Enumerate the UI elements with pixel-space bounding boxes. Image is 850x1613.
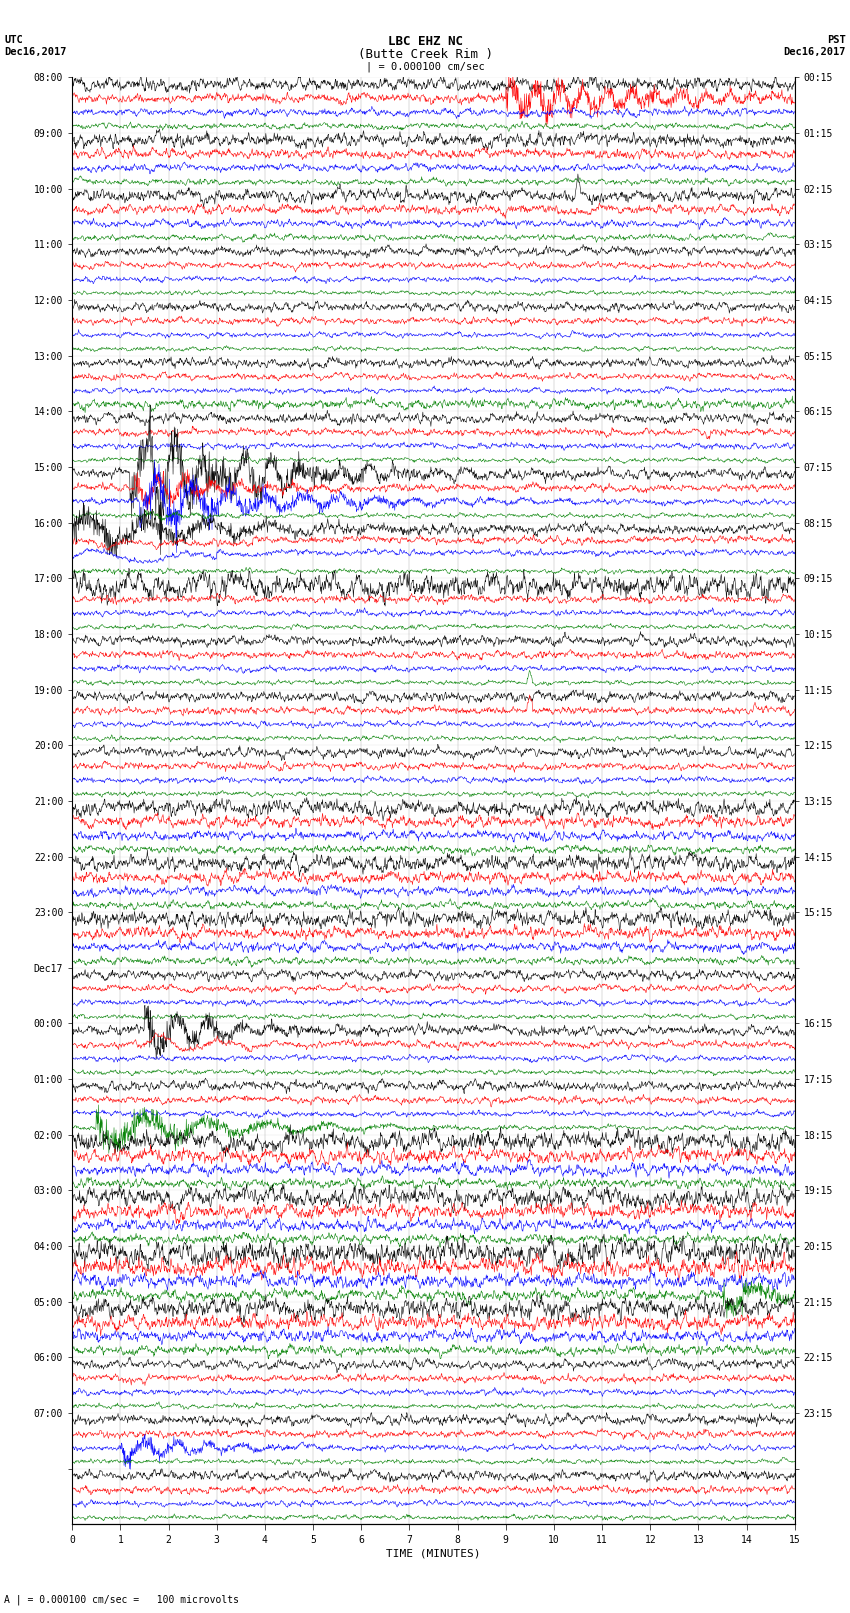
Text: Dec16,2017: Dec16,2017 xyxy=(4,47,67,56)
Text: | = 0.000100 cm/sec: | = 0.000100 cm/sec xyxy=(366,61,484,73)
Text: PST: PST xyxy=(827,35,846,45)
Text: (Butte Creek Rim ): (Butte Creek Rim ) xyxy=(358,48,492,61)
X-axis label: TIME (MINUTES): TIME (MINUTES) xyxy=(386,1548,481,1558)
Text: Dec16,2017: Dec16,2017 xyxy=(783,47,846,56)
Text: UTC: UTC xyxy=(4,35,23,45)
Text: A | = 0.000100 cm/sec =   100 microvolts: A | = 0.000100 cm/sec = 100 microvolts xyxy=(4,1594,239,1605)
Text: LBC EHZ NC: LBC EHZ NC xyxy=(388,35,462,48)
